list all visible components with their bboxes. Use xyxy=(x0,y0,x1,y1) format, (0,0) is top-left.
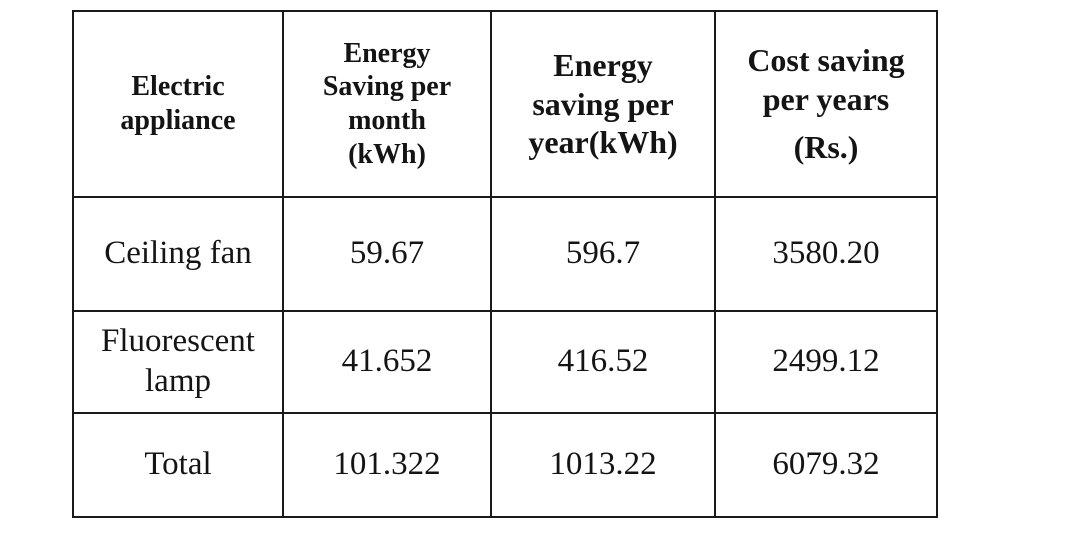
header-line: Saving per xyxy=(322,71,452,103)
cell-appliance: Fluorescent lamp xyxy=(72,310,284,414)
cell-year-saving: 1013.22 xyxy=(490,412,716,518)
header-line: Cost saving xyxy=(747,42,905,79)
cell-appliance: Total xyxy=(72,412,284,518)
appliance-line: lamp xyxy=(145,363,211,399)
cell-appliance: Ceiling fan xyxy=(72,196,284,312)
cell-cost-saving: 6079.32 xyxy=(714,412,938,518)
header-line: month xyxy=(348,105,426,136)
header-line: year(kWh) xyxy=(528,124,678,161)
header-energy-saving-year: Energy saving per year(kWh) xyxy=(490,10,716,198)
header-line: Energy xyxy=(553,47,653,84)
header-line: Electric xyxy=(131,71,225,103)
appliance-line: Ceiling fan xyxy=(104,235,252,272)
appliance-line: Fluorescent xyxy=(101,323,255,360)
table-row: Fluorescent lamp 41.652 416.52 2499.12 xyxy=(72,310,938,414)
cell-month-saving: 41.652 xyxy=(282,310,492,414)
cell-year-saving: 416.52 xyxy=(490,310,716,414)
header-line: per years xyxy=(762,80,890,117)
cell-year-saving: 596.7 xyxy=(490,196,716,312)
table-row: Ceiling fan 59.67 596.7 3580.20 xyxy=(72,196,938,312)
header-energy-saving-month: Energy Saving per month (kWh) xyxy=(282,10,492,198)
header-line: saving per xyxy=(532,85,674,122)
table-row-total: Total 101.322 1013.22 6079.32 xyxy=(72,412,938,518)
header-line: Energy xyxy=(343,37,431,69)
cell-cost-saving: 2499.12 xyxy=(714,310,938,414)
appliance-line: Total xyxy=(144,446,212,483)
header-line: (kWh) xyxy=(348,138,426,170)
cell-month-saving: 101.322 xyxy=(282,412,492,518)
header-line: (Rs.) xyxy=(793,129,859,166)
energy-saving-table-container: Electric appliance Energy Saving per mon… xyxy=(72,10,938,518)
header-line: appliance xyxy=(120,105,236,136)
cell-month-saving: 59.67 xyxy=(282,196,492,312)
header-cost-saving-year: Cost saving per years (Rs.) xyxy=(714,10,938,198)
cell-cost-saving: 3580.20 xyxy=(714,196,938,312)
energy-saving-table: Electric appliance Energy Saving per mon… xyxy=(72,10,938,518)
table-header-row: Electric appliance Energy Saving per mon… xyxy=(72,10,938,198)
header-electric-appliance: Electric appliance xyxy=(72,10,284,198)
